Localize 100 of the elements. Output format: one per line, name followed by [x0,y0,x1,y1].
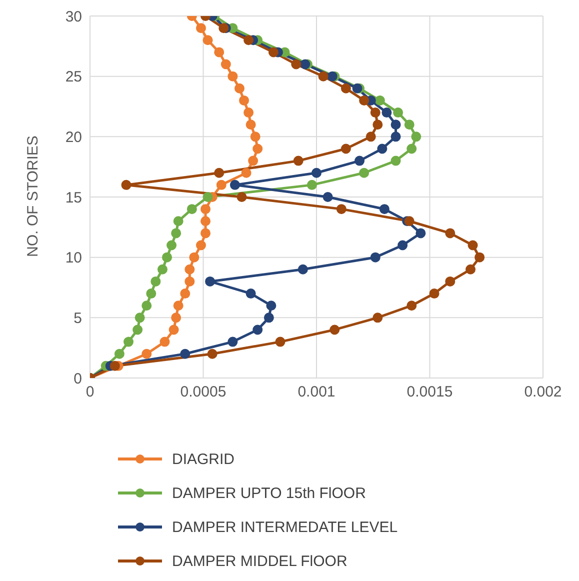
point [359,95,370,106]
point [370,108,380,118]
legend-label: DAMPER MIDDEL FlOOR [172,552,348,570]
point [416,228,426,238]
point [150,276,161,286]
point [228,336,238,347]
point [429,288,440,299]
point [216,180,226,190]
point [200,228,211,238]
point [142,348,152,359]
point [406,300,417,311]
point [124,336,134,347]
point [246,120,256,130]
point [121,180,132,190]
point [468,240,478,250]
legend-label: DIAGRID [172,450,235,468]
point [330,324,340,335]
point [171,312,182,323]
point [382,108,392,118]
point [132,324,143,335]
point [252,324,263,335]
point [366,132,376,142]
point [370,252,380,262]
point [252,144,263,154]
point [411,132,422,142]
point [196,240,206,250]
point [244,35,254,46]
point [160,336,170,347]
point [372,120,383,130]
point [220,59,231,70]
point [248,156,258,166]
point [184,276,195,286]
point [180,348,190,359]
point [157,264,168,274]
point [142,300,152,311]
point [166,240,177,250]
x-tick-label: 0.002 [524,384,562,401]
point [173,300,184,311]
point [374,95,385,106]
legend-label: DAMPER UPTO 15th FlOOR [172,484,366,502]
point [445,228,456,238]
x-tick-label: 0.0005 [180,384,226,401]
point [162,252,172,262]
point [298,264,308,274]
x-tick-label: 0.0015 [406,384,453,401]
point [359,168,370,178]
point [202,192,213,202]
point [306,180,317,190]
point [110,360,120,371]
point [239,95,250,106]
y-tick-label: 25 [65,68,82,86]
point [264,312,274,323]
point [246,288,256,299]
point [390,132,401,142]
point [184,264,195,274]
point [268,47,278,58]
x-tick-label: 0 [86,384,94,401]
point [202,35,213,46]
point [293,156,304,166]
point [200,216,211,226]
point [228,71,238,82]
point [390,120,401,130]
point [354,156,365,166]
point [241,168,252,178]
point [207,348,218,359]
point [186,204,197,214]
point [234,83,244,94]
point [352,83,362,94]
point [379,204,390,214]
y-tick-label: 10 [65,250,82,267]
point [214,47,224,58]
point [189,252,200,262]
point [377,144,388,154]
point [168,324,179,335]
point [205,276,216,286]
y-tick-label: 5 [74,310,82,327]
point [230,180,240,190]
point [291,59,302,70]
y-tick-label: 0 [74,370,82,388]
point [134,312,145,323]
point [318,71,328,82]
point [327,71,338,82]
point [390,156,401,166]
point [171,228,182,238]
point [466,264,476,274]
y-tick-label: 20 [65,128,82,146]
point [250,132,260,142]
point [196,23,206,34]
legend-label: DAMPER INTERMEDATE LEVEL [172,518,398,536]
point [398,240,408,250]
y-axis-title: NO. OF STORIES [24,136,42,257]
point [322,192,333,202]
point [474,252,485,262]
point [200,204,211,214]
point [146,288,156,299]
point [340,83,351,94]
point [236,192,247,202]
point [372,312,383,323]
point [393,108,404,118]
x-tick-label: 0.001 [298,384,336,401]
